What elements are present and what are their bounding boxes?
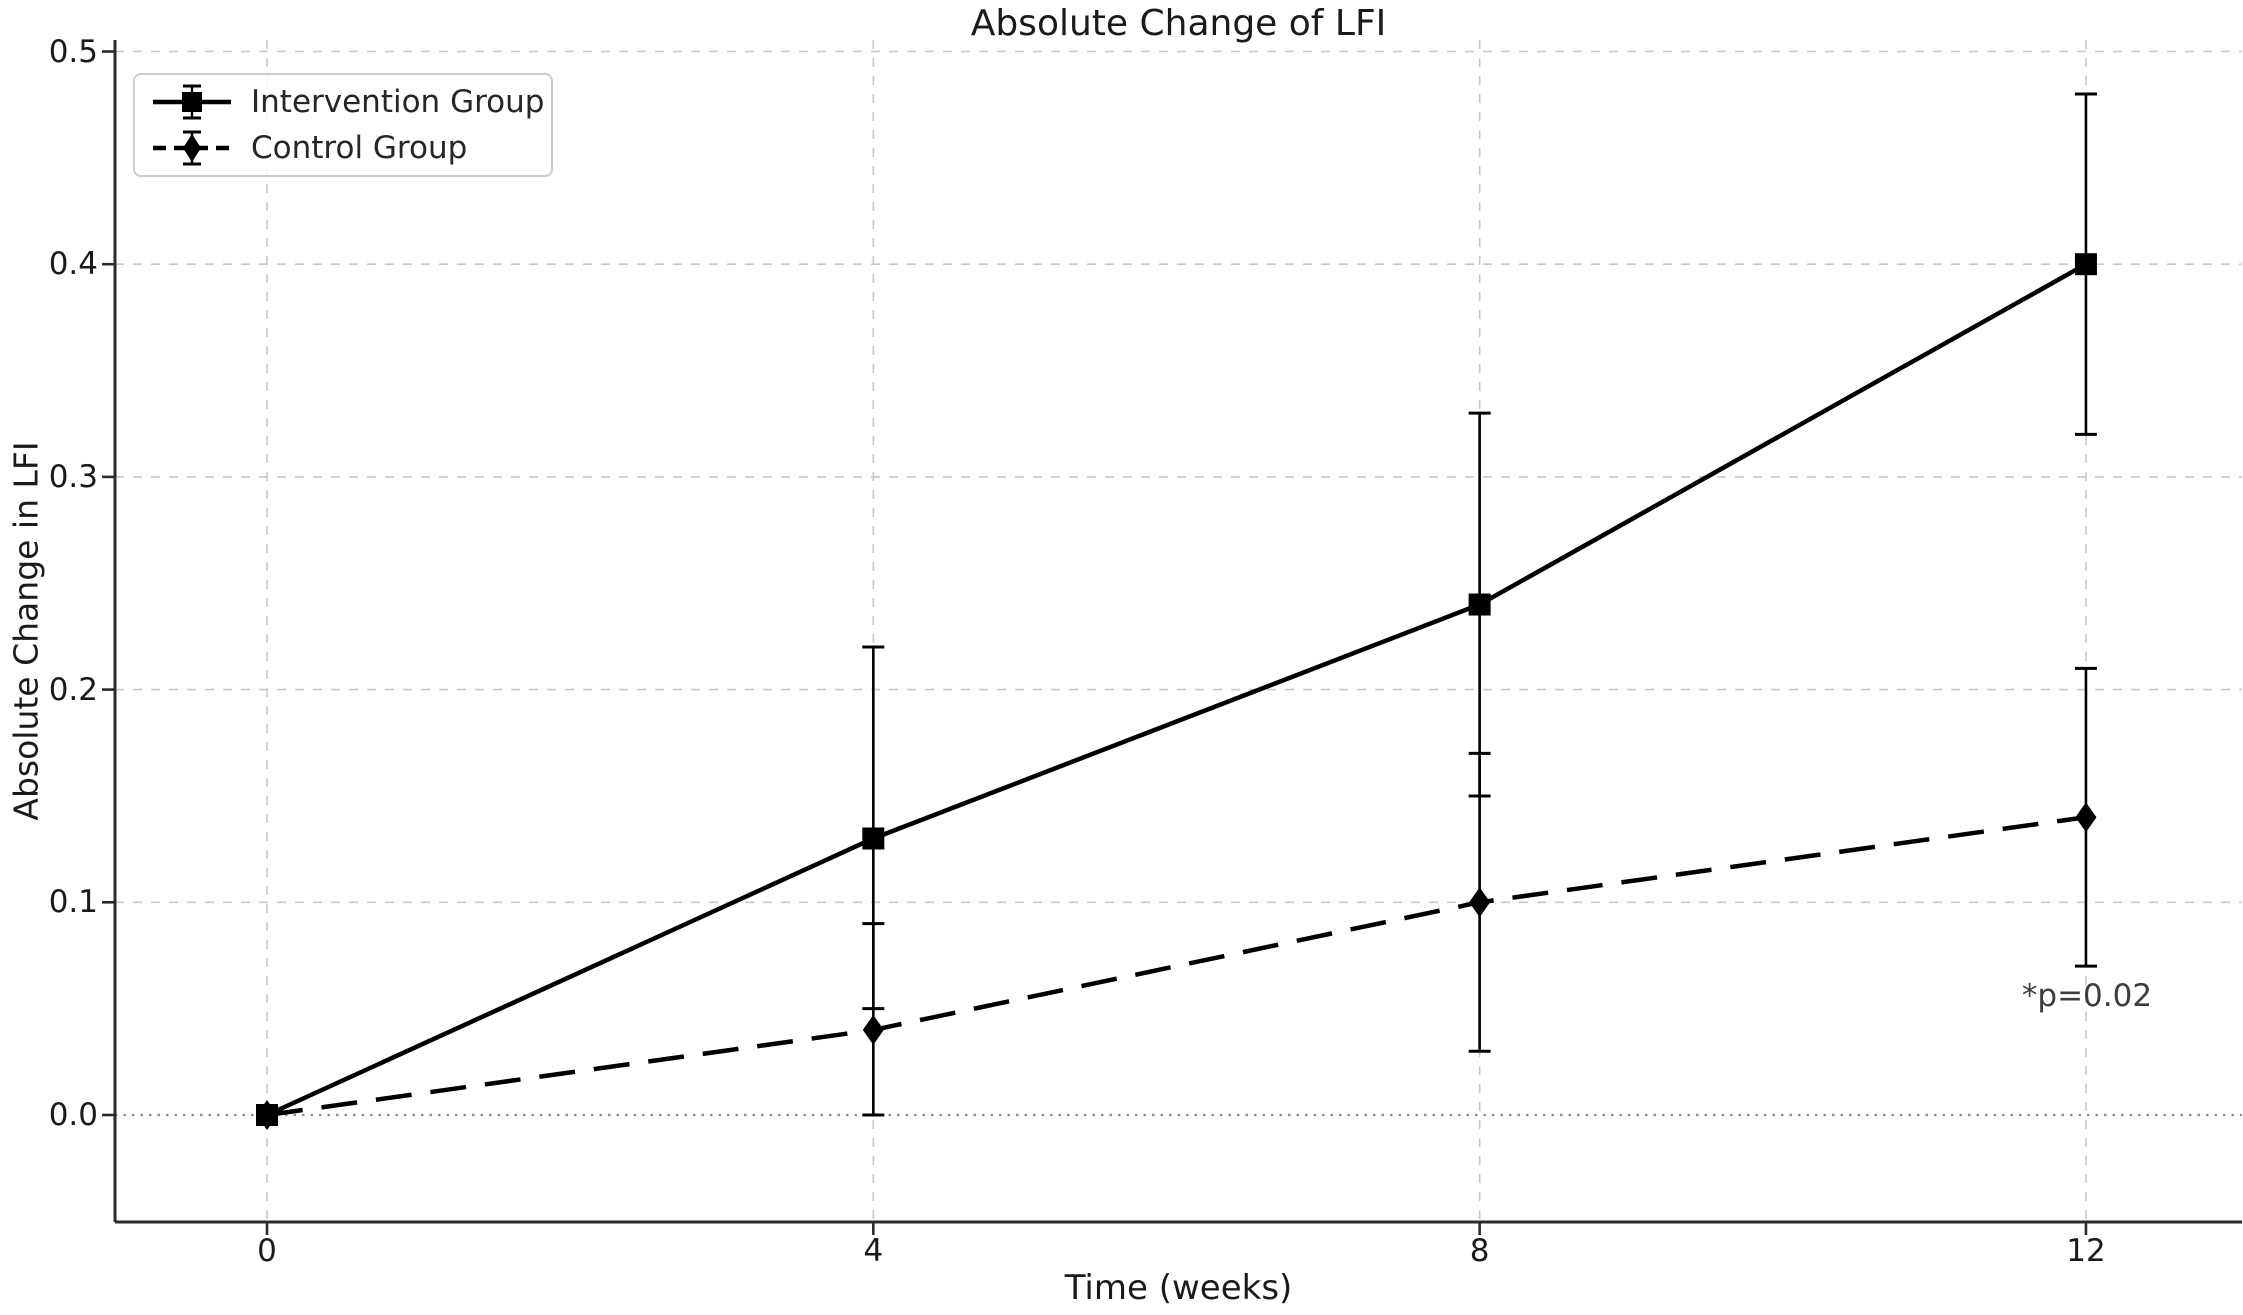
control-line	[266, 814, 2087, 1118]
y-tick-label: 0.3	[48, 458, 98, 495]
legend-item-intervention: Intervention Group	[145, 79, 545, 125]
p-value-annotation: *p=0.02	[2021, 978, 2153, 1014]
y-tick-label: 0.2	[48, 671, 98, 708]
x-tick-label: 4	[863, 1233, 884, 1269]
intervention-marker	[2074, 253, 2097, 276]
intervention-marker	[1468, 593, 1491, 616]
y-axis-label: Absolute Change in LFI	[6, 441, 46, 821]
x-tick-label: 0	[257, 1233, 277, 1269]
intervention-marker	[256, 1104, 278, 1126]
y-tick-label: 0.5	[48, 33, 98, 70]
legend: Intervention Group Control Group	[133, 73, 553, 177]
control-errorbar-glyph-icon	[153, 130, 231, 166]
y-tick-label: 0.1	[48, 884, 98, 921]
legend-label-control: Control Group	[251, 130, 468, 166]
x-axis-label: Time (weeks)	[1064, 1268, 1293, 1308]
legend-item-control: Control Group	[145, 125, 541, 171]
y-tick-label: 0.4	[48, 246, 98, 283]
x-tick-label: 8	[1469, 1233, 1490, 1269]
legend-label-intervention: Intervention Group	[251, 84, 545, 120]
control-marker	[862, 1014, 884, 1045]
intervention-line	[266, 262, 2088, 1118]
control-marker	[1469, 887, 1491, 918]
y-tick-label: 0.0	[48, 1097, 98, 1133]
control-marker	[2075, 802, 2097, 833]
intervention-errorbar-glyph-icon	[153, 84, 231, 120]
x-tick-label: 12	[2066, 1233, 2106, 1269]
chart-title: Absolute Change of LFI	[970, 3, 1387, 44]
intervention-marker	[862, 827, 885, 850]
